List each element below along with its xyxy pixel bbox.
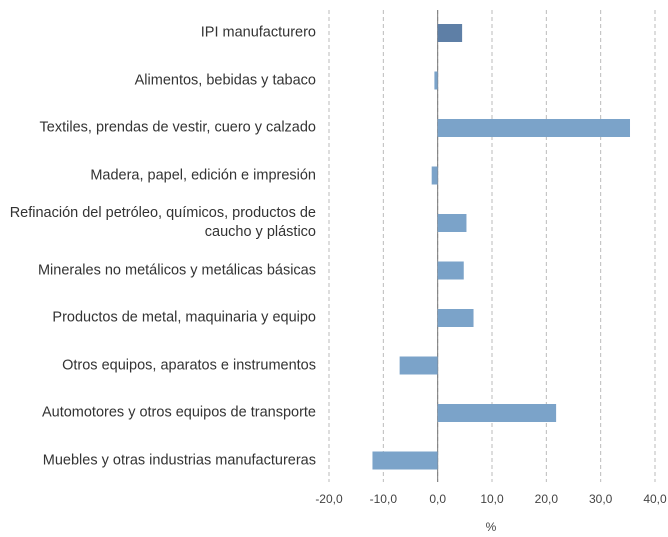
x-tick-label: 40,0 bbox=[643, 492, 667, 506]
category-label: Minerales no metálicos y metálicas básic… bbox=[37, 262, 316, 278]
category-label: Otros equipos, aparatos e instrumentos bbox=[62, 357, 316, 373]
bar bbox=[437, 214, 467, 232]
x-tick-label: 10,0 bbox=[480, 492, 504, 506]
x-tick-label: -10,0 bbox=[370, 492, 398, 506]
bar bbox=[437, 404, 557, 422]
bar bbox=[437, 261, 464, 280]
category-label: Alimentos, bebidas y tabaco bbox=[134, 72, 316, 88]
bar bbox=[372, 451, 438, 470]
category-label: IPI manufacturero bbox=[200, 24, 316, 41]
x-axis-label: % bbox=[486, 520, 497, 534]
x-tick-label: 20,0 bbox=[535, 492, 559, 506]
category-label: Refinación del petróleo, químicos, produ… bbox=[9, 205, 316, 240]
bar bbox=[437, 119, 631, 137]
x-tick-label: -20,0 bbox=[315, 492, 343, 506]
bar bbox=[399, 356, 438, 375]
x-tick-label: 0,0 bbox=[429, 492, 446, 506]
category-label: Textiles, prendas de vestir, cuero y cal… bbox=[39, 119, 316, 136]
category-label: Muebles y otras industrias manufacturera… bbox=[42, 452, 316, 468]
bar bbox=[431, 166, 438, 185]
x-tick-label: 30,0 bbox=[589, 492, 613, 506]
category-label: Automotores y otros equipos de transport… bbox=[41, 404, 316, 421]
bar bbox=[437, 309, 474, 327]
bar bbox=[437, 24, 463, 42]
category-label: Madera, papel, edición e impresión bbox=[90, 167, 316, 183]
bar bbox=[434, 71, 438, 90]
category-label: Productos de metal, maquinaria y equipo bbox=[52, 309, 316, 326]
